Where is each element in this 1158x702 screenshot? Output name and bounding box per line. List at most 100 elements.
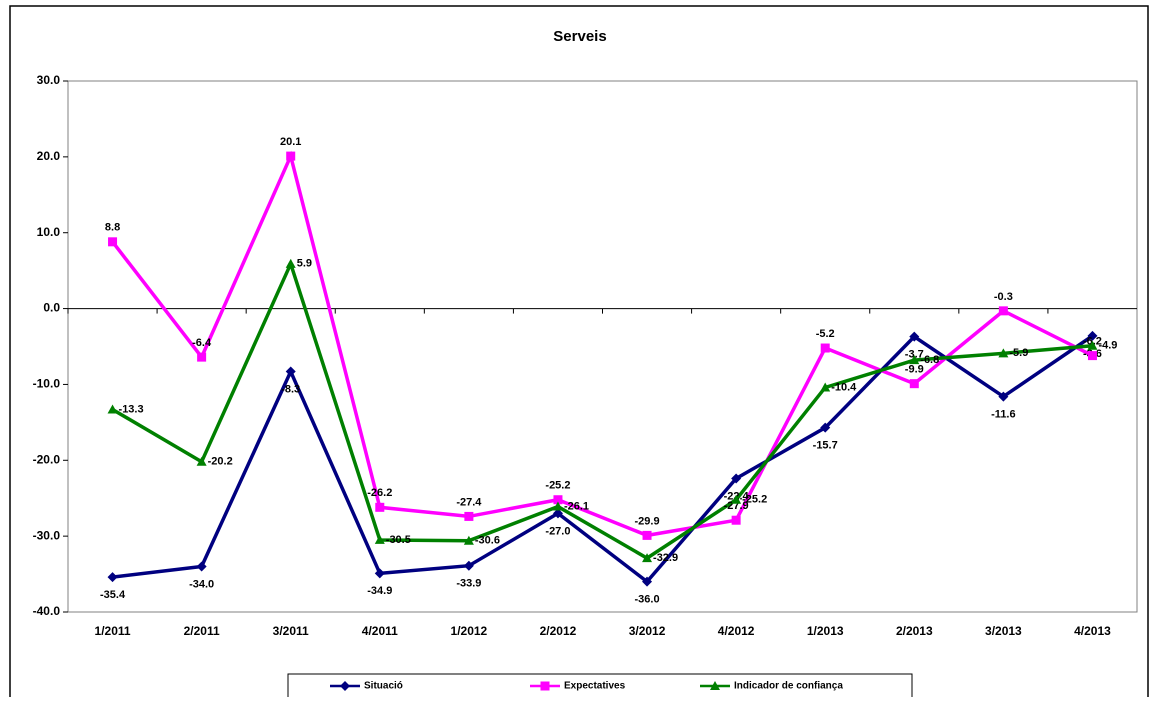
data-label: -27.9 [724,500,749,512]
data-point [552,508,563,519]
data-point [196,456,207,466]
x-tick-label: 3/2013 [985,624,1022,638]
data-label: 5.9 [297,258,312,270]
data-label: -27.4 [456,496,482,508]
data-point [375,502,385,512]
x-tick-label: 1/2012 [451,624,488,638]
data-point [731,473,742,484]
data-point [197,352,207,362]
data-point [909,331,920,342]
data-label: 8.8 [105,222,120,234]
data-label: -20.2 [208,456,233,468]
series-line [112,334,1094,585]
data-label: -10.4 [831,381,857,393]
series-line [111,258,1093,561]
data-label: -5.9 [1009,347,1028,359]
y-tick-label: 10.0 [37,225,61,239]
data-label: -6.8 [920,354,939,366]
chart-title: Serveis [553,28,606,45]
data-label: -33.9 [456,578,481,590]
data-point [553,495,563,505]
y-tick-label: 30.0 [37,73,61,87]
y-tick-label: 0.0 [43,301,60,315]
x-tick-label: 2/2012 [540,624,577,638]
data-label: -35.4 [100,589,126,601]
data-point [998,306,1008,316]
y-tick-label: -30.0 [33,528,61,542]
legend-label: Indicador de confiança [734,681,843,692]
data-label: -27.0 [545,525,570,537]
data-point [285,366,296,377]
data-label: -29.9 [635,515,660,527]
x-tick-label: 4/2012 [718,624,755,638]
data-point [1087,330,1098,341]
y-tick-label: -10.0 [33,377,61,391]
data-label: -25.2 [742,494,767,506]
data-point [463,535,474,545]
data-label: -26.1 [564,500,589,512]
data-point [820,343,830,353]
data-point [374,534,385,544]
data-label: -30.5 [386,534,411,546]
data-point [731,515,741,525]
legend-marker [540,681,550,691]
x-tick-label: 4/2011 [362,624,398,638]
x-tick-label: 1/2011 [95,624,131,638]
data-point [108,237,118,247]
data-label: -9.9 [905,364,924,376]
legend-marker [710,681,720,690]
data-point [642,553,653,563]
data-label: -13.3 [119,403,144,415]
data-point [642,530,652,540]
data-point [642,576,653,587]
data-point [552,501,563,511]
data-label: -11.6 [991,408,1015,420]
data-point [107,404,118,414]
data-label: -5.2 [816,328,835,340]
data-point [107,572,118,583]
data-label: -3.7 [905,349,924,361]
data-point [285,258,296,268]
data-label: -15.7 [813,440,838,452]
data-point [1087,351,1097,361]
x-tick-label: 3/2011 [273,624,309,638]
series-line [111,150,1094,538]
data-point [731,494,742,504]
data-point [998,391,1009,402]
data-point [820,382,831,392]
legend-marker [340,681,350,691]
data-point [464,511,474,521]
x-tick-label: 4/2013 [1074,624,1111,638]
y-tick-label: 20.0 [37,149,61,163]
x-tick-label: 3/2012 [629,624,666,638]
legend-label: Expectatives [564,681,626,692]
data-point [1087,340,1098,350]
data-label: -8.3 [281,383,300,395]
data-label: -34.9 [367,585,392,597]
chart-frame [9,5,1149,702]
data-point [998,348,1009,358]
data-point [820,422,831,433]
data-label: -36.0 [635,594,660,606]
data-label: 20.1 [280,136,301,148]
data-point [374,568,385,579]
data-label: -0.3 [994,291,1013,303]
plot-area [67,80,1138,613]
y-tick-label: -20.0 [33,452,61,466]
data-label: -26.2 [367,487,392,499]
data-label: -6.4 [192,337,212,349]
x-tick-label: 1/2013 [807,624,844,638]
legend-label: Situació [364,681,403,692]
data-label: -25.2 [545,480,570,492]
y-tick-label: -40.0 [33,604,61,618]
data-label: -34.0 [189,578,214,590]
data-point [909,379,919,389]
data-point [196,561,207,572]
data-label: -32.9 [653,552,678,564]
data-point [909,355,920,365]
data-label: -30.6 [475,535,500,547]
data-label: -4.9 [1098,340,1117,352]
data-point [286,151,296,161]
x-tick-label: 2/2013 [896,624,933,638]
